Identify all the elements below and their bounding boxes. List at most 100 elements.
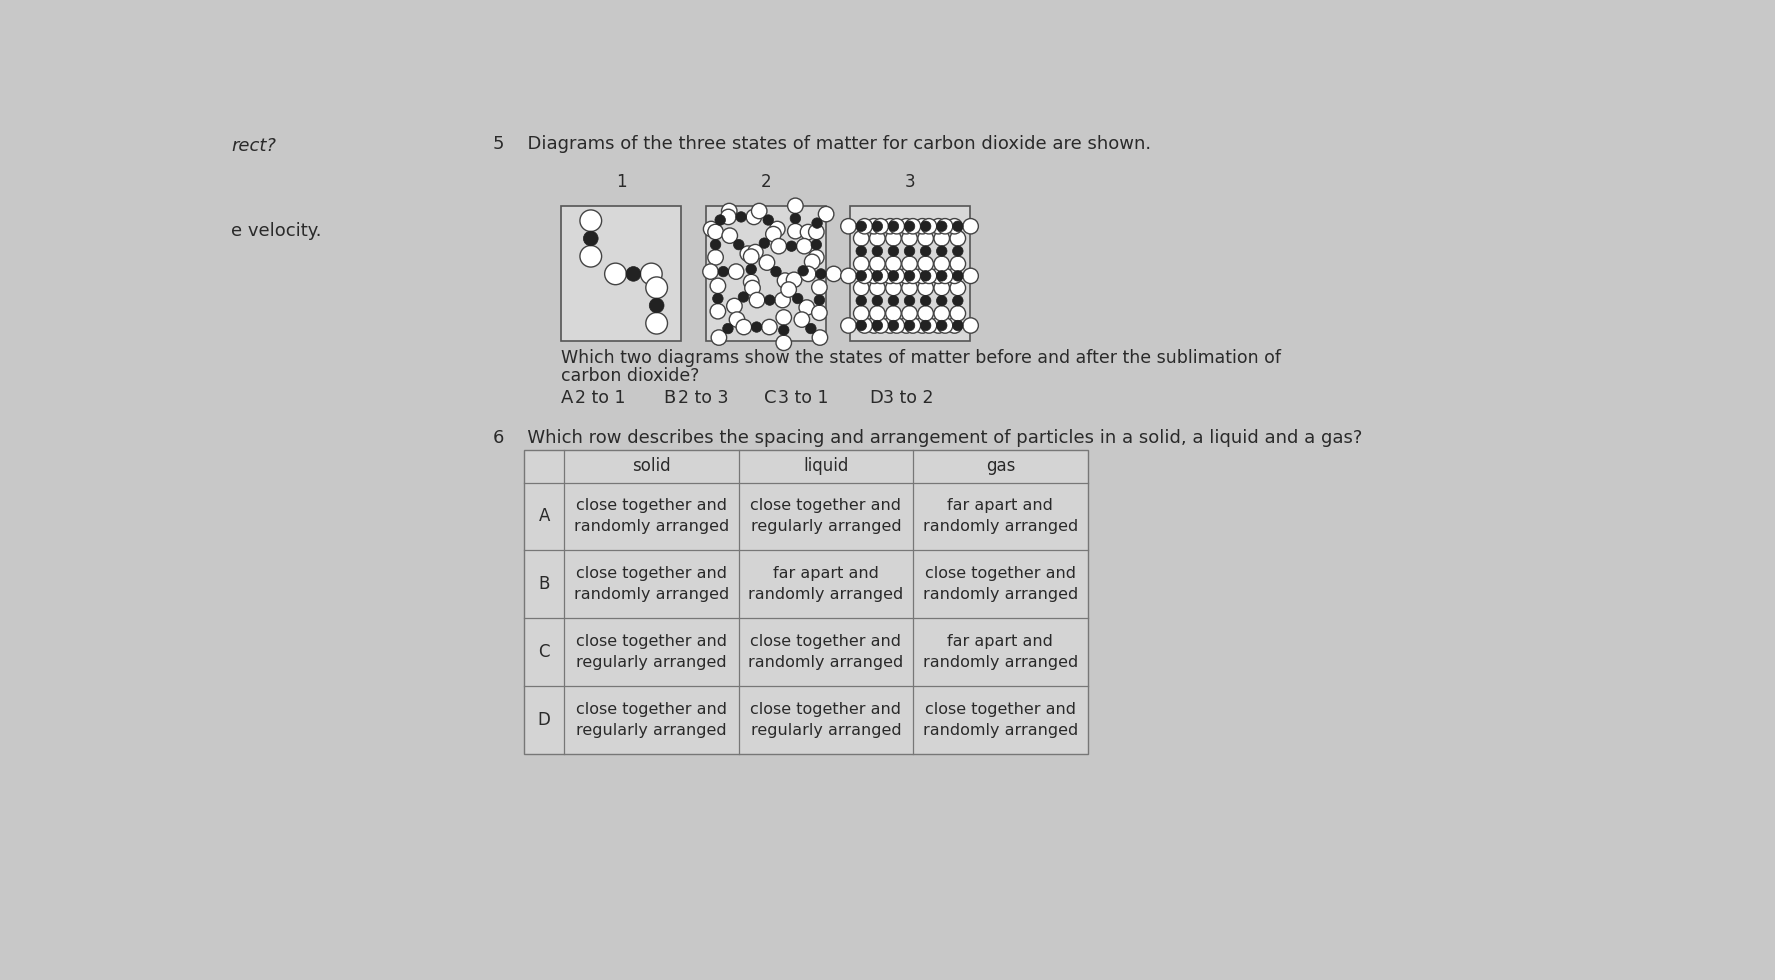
Circle shape [898,219,914,234]
Circle shape [946,269,962,283]
Circle shape [870,256,886,271]
Text: close together and
regularly arranged: close together and regularly arranged [751,499,902,534]
Circle shape [962,219,978,234]
Circle shape [781,282,797,297]
Circle shape [737,319,751,335]
Circle shape [888,270,898,281]
Circle shape [953,270,964,281]
Text: e velocity.: e velocity. [231,221,321,239]
Text: carbon dioxide?: carbon dioxide? [561,368,699,385]
Text: close together and
regularly arranged: close together and regularly arranged [577,634,728,670]
Circle shape [950,306,966,321]
Circle shape [856,221,866,231]
Circle shape [726,298,742,314]
Circle shape [760,238,770,248]
Circle shape [708,224,722,240]
Circle shape [816,269,825,279]
Circle shape [937,270,948,281]
Circle shape [903,221,914,231]
Circle shape [905,269,921,283]
Circle shape [905,219,921,234]
Circle shape [712,330,726,345]
Text: liquid: liquid [804,458,848,475]
Circle shape [882,318,898,333]
Bar [706,206,827,341]
Circle shape [934,230,950,246]
Circle shape [721,203,737,219]
Circle shape [854,280,870,296]
Circle shape [776,335,792,351]
Circle shape [790,214,801,223]
Circle shape [921,320,930,330]
Circle shape [580,210,602,231]
Circle shape [744,274,760,290]
Circle shape [903,246,914,257]
Circle shape [746,280,760,296]
Bar [524,450,1088,754]
Circle shape [770,267,781,276]
Circle shape [921,270,930,281]
Circle shape [866,269,882,283]
Circle shape [857,219,872,234]
Circle shape [953,246,964,257]
Text: C: C [765,389,777,407]
Circle shape [765,295,776,306]
Circle shape [937,320,948,330]
Circle shape [797,266,808,276]
Circle shape [650,298,664,313]
Circle shape [872,270,882,281]
Circle shape [809,250,824,265]
Circle shape [804,254,820,270]
Circle shape [914,318,930,333]
Circle shape [914,219,930,234]
Circle shape [930,318,946,333]
Circle shape [710,304,726,318]
Circle shape [934,306,950,321]
Circle shape [854,256,870,271]
Circle shape [751,321,761,332]
Circle shape [889,219,905,234]
Circle shape [857,318,872,333]
Circle shape [605,263,627,284]
Circle shape [854,230,870,246]
Circle shape [793,312,809,327]
Circle shape [866,219,882,234]
Circle shape [886,306,902,321]
Circle shape [646,313,667,334]
Circle shape [761,319,777,335]
Circle shape [921,219,937,234]
Circle shape [799,300,815,316]
Circle shape [873,269,889,283]
Circle shape [818,207,834,221]
Circle shape [962,269,978,283]
Circle shape [788,223,802,239]
Circle shape [903,270,914,281]
Circle shape [870,230,886,246]
Circle shape [870,306,886,321]
Text: far apart and
randomly arranged: far apart and randomly arranged [749,566,903,603]
Circle shape [770,238,786,254]
Circle shape [902,230,918,246]
Text: close together and
regularly arranged: close together and regularly arranged [751,702,902,738]
Circle shape [703,221,719,237]
Circle shape [872,246,882,257]
Circle shape [815,295,825,306]
Circle shape [918,306,934,321]
Circle shape [740,246,756,262]
Circle shape [712,293,722,304]
Circle shape [744,249,760,265]
Circle shape [889,318,905,333]
Circle shape [921,318,937,333]
Circle shape [888,246,898,257]
Text: gas: gas [985,458,1015,475]
Text: D: D [538,710,550,729]
Text: close together and
randomly arranged: close together and randomly arranged [573,566,730,603]
Circle shape [946,318,962,333]
Circle shape [722,323,733,334]
Circle shape [937,219,953,234]
Circle shape [937,318,953,333]
Circle shape [921,221,930,231]
Circle shape [870,280,886,296]
Circle shape [801,224,816,240]
Circle shape [627,267,641,281]
